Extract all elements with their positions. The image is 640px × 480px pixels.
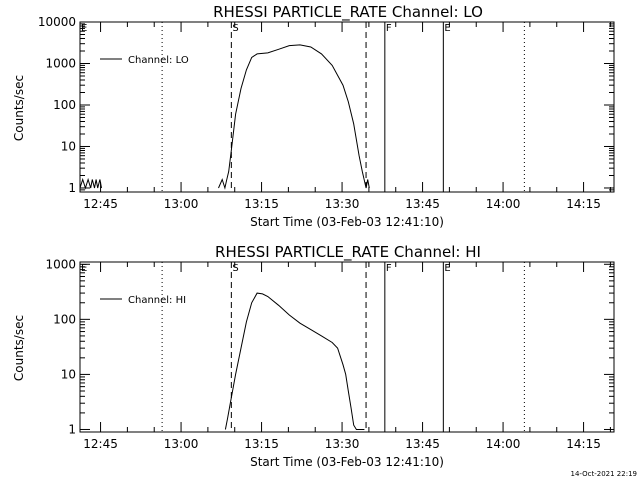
x-tick-label: 13:00: [164, 437, 199, 451]
x-tick-label: 13:15: [244, 197, 279, 211]
x-tick-layer: 12:45 13:00 13:15 13:30 13:45 14:00 14:15: [83, 22, 611, 211]
series-layer: [224, 292, 365, 430]
x-tick-label: 13:45: [405, 197, 440, 211]
series-line: [79, 177, 102, 190]
x-tick-layer: 12:45 13:00 13:15 13:30 13:45 14:00 14:15: [83, 262, 611, 451]
y-tick-label: 1000: [45, 257, 76, 271]
y-tick-label: 10: [61, 139, 76, 153]
event-marker-label: E: [444, 23, 450, 34]
y-tick-label: 1: [68, 181, 76, 195]
x-axis-label: Start Time (03-Feb-03 12:41:10): [250, 215, 444, 229]
series-line: [218, 44, 370, 190]
x-tick-label: 13:00: [164, 197, 199, 211]
x-tick-label: 13:45: [405, 437, 440, 451]
y-axis-label: Counts/sec: [12, 315, 26, 381]
legend-label: Channel: LO: [128, 55, 189, 66]
event-marker-label: F: [386, 263, 392, 274]
x-tick-label: 14:00: [486, 197, 521, 211]
x-tick-label: 12:45: [83, 197, 118, 211]
chart-title: RHESSI PARTICLE_RATE Channel: HI: [215, 243, 481, 262]
legend-label: Channel: HI: [128, 295, 186, 306]
y-tick-label: 10000: [38, 15, 76, 29]
y-tick-label: 100: [53, 312, 76, 326]
chart-title: RHESSI PARTICLE_RATE Channel: LO: [213, 3, 483, 22]
y-tick-label: 1: [68, 422, 76, 436]
legend: Channel: LO: [100, 55, 189, 66]
x-tick-label: 14:15: [566, 437, 601, 451]
y-tick-layer: 1 10 100 1000: [45, 257, 614, 436]
plot-frame: [79, 21, 615, 193]
event-marker-label: F: [386, 23, 392, 34]
event-marker-label: E: [81, 263, 87, 274]
x-tick-label: 14:00: [486, 437, 521, 451]
x-axis-label: Start Time (03-Feb-03 12:41:10): [250, 455, 444, 469]
legend: Channel: HI: [100, 295, 186, 306]
x-tick-label: 13:15: [244, 437, 279, 451]
series-line: [224, 292, 365, 430]
y-tick-label: 1000: [45, 56, 76, 70]
event-marker-label: S: [232, 23, 238, 34]
y-tick-layer: 1 10 100 1000 10000: [38, 15, 614, 195]
x-tick-label: 14:15: [566, 197, 601, 211]
y-tick-label: 10: [61, 367, 76, 381]
x-tick-label: 13:30: [325, 197, 360, 211]
plot-frame: [79, 261, 615, 433]
y-tick-label: 100: [53, 98, 76, 112]
generation-timestamp: 14-Oct-2021 22:19: [571, 470, 637, 478]
y-axis-label: Counts/sec: [12, 75, 26, 141]
x-tick-label: 12:45: [83, 437, 118, 451]
series-layer: [79, 44, 370, 190]
event-marker-label: S: [232, 263, 238, 274]
event-marker-label: E: [444, 263, 450, 274]
x-tick-label: 13:30: [325, 437, 360, 451]
